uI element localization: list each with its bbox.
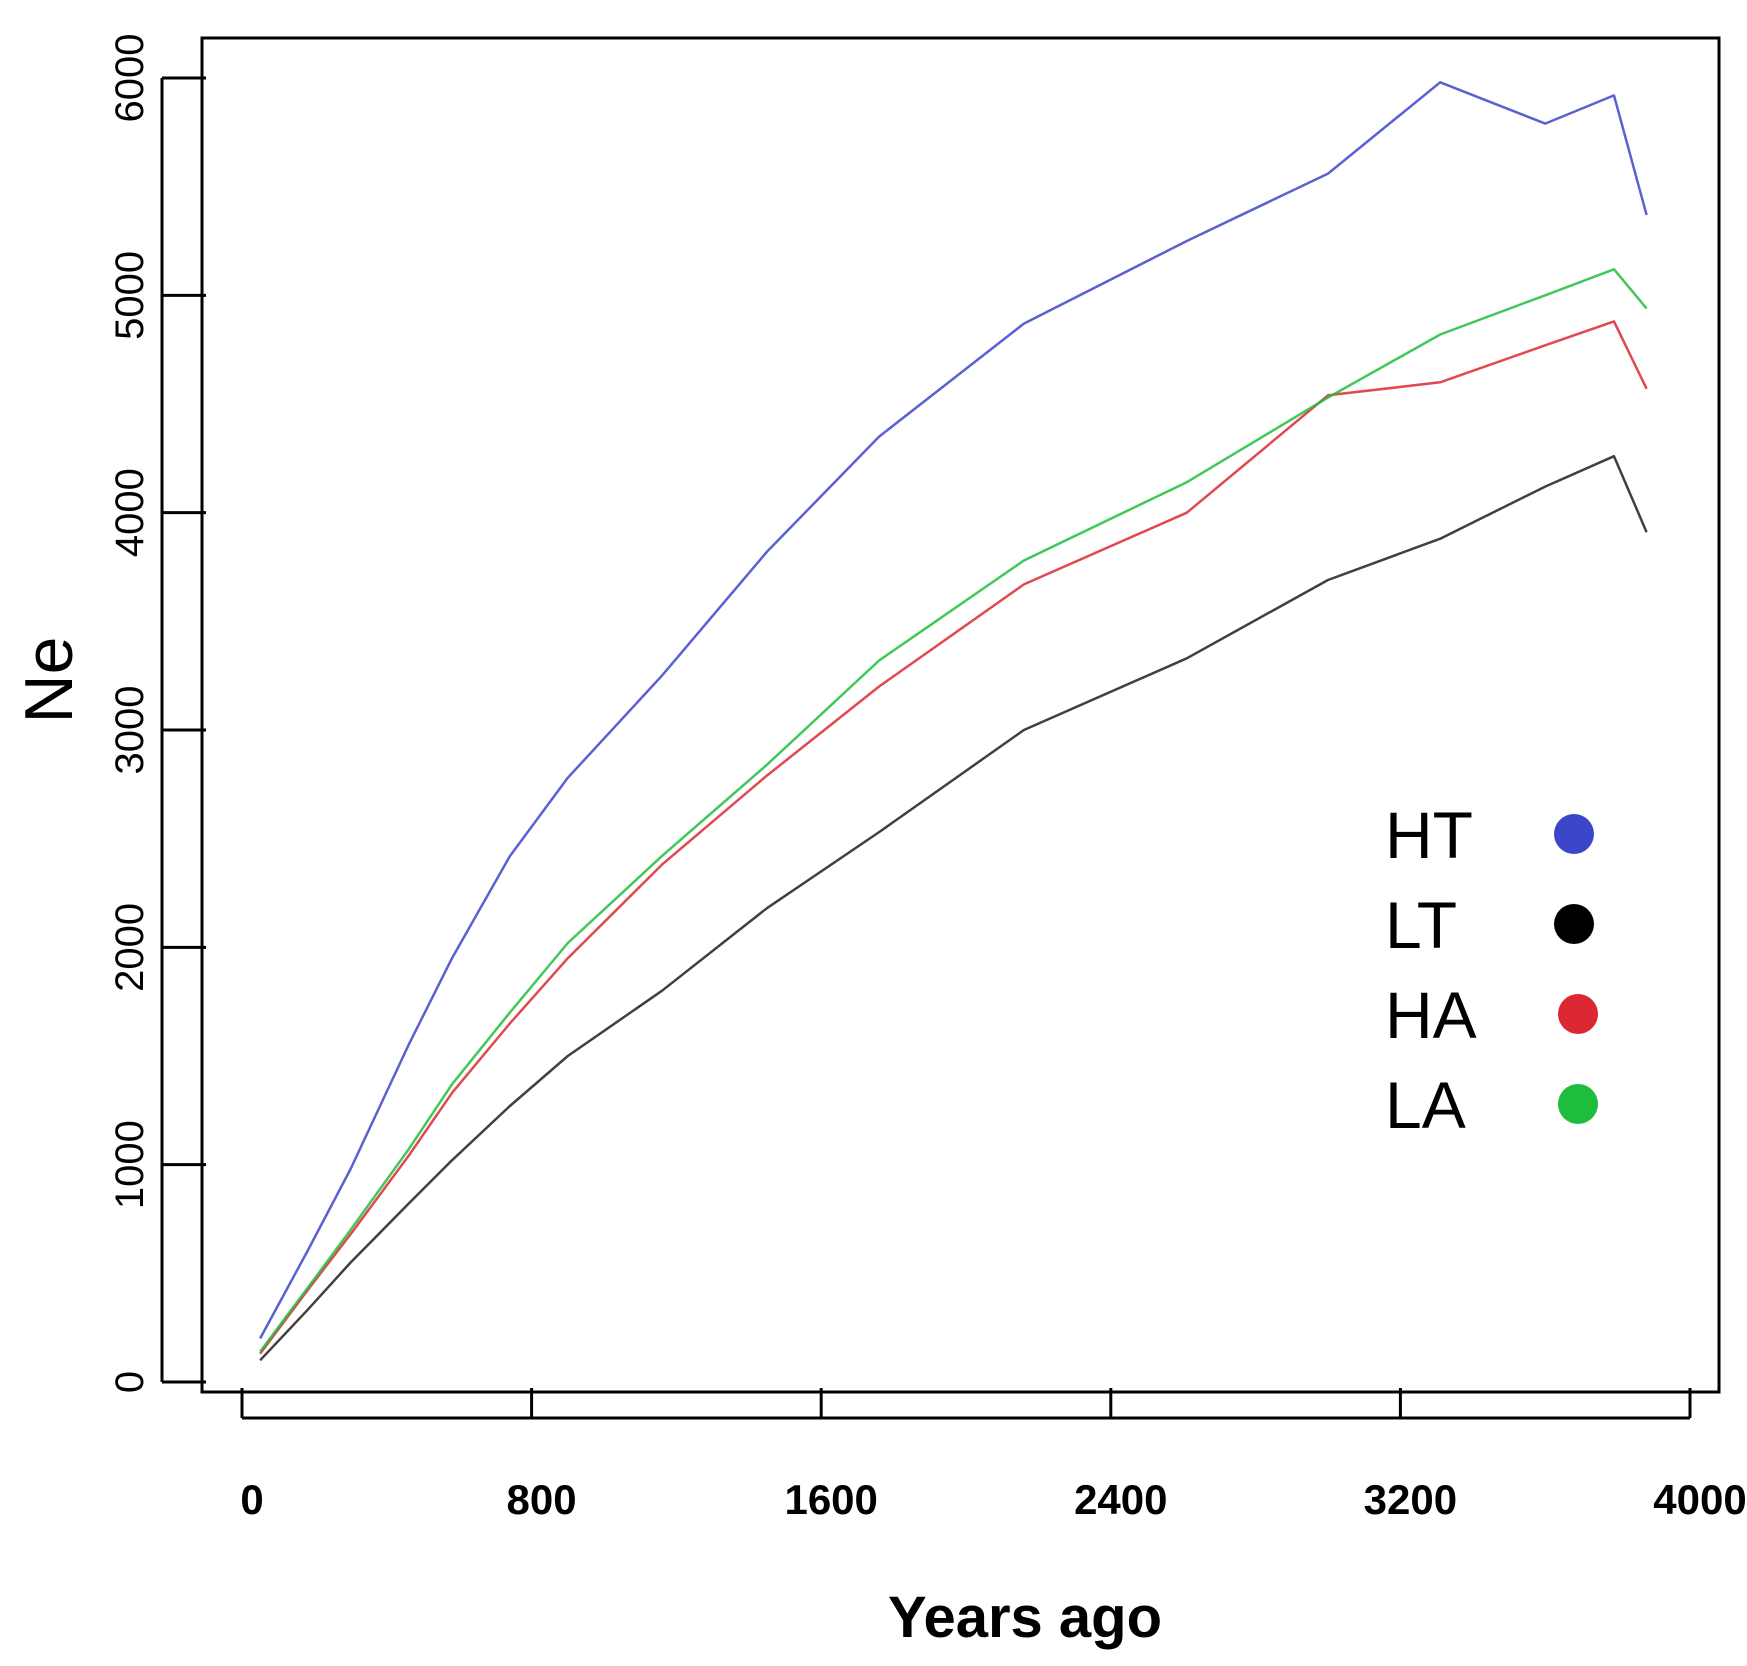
series-line-lt bbox=[259, 454, 1648, 1362]
y-tick-label: 0 bbox=[108, 1371, 152, 1393]
x-tick-label: 4000 bbox=[1653, 1476, 1746, 1523]
legend-marker-ht bbox=[1554, 814, 1594, 854]
series-lines bbox=[259, 81, 1648, 1362]
x-tick-label: 3200 bbox=[1364, 1476, 1457, 1523]
x-axis-ticks: 0 800 1600 2400 3200 4000 bbox=[240, 1388, 1747, 1523]
legend-label-lt: LT bbox=[1385, 888, 1457, 962]
y-tick-label: 6000 bbox=[108, 34, 152, 123]
legend-label-la: LA bbox=[1385, 1068, 1466, 1142]
y-tick-label: 1000 bbox=[108, 1120, 152, 1209]
legend-label-ha: HA bbox=[1385, 978, 1477, 1052]
x-tick-label: 2400 bbox=[1074, 1476, 1167, 1523]
x-tick-label: 1600 bbox=[784, 1476, 877, 1523]
x-tick-label: 800 bbox=[507, 1476, 577, 1523]
legend-marker-la bbox=[1558, 1084, 1598, 1124]
legend-marker-ha bbox=[1558, 994, 1598, 1034]
series-line-la bbox=[259, 268, 1648, 1353]
y-tick-label: 5000 bbox=[108, 251, 152, 340]
plot-area-frame bbox=[200, 36, 1721, 1394]
x-tick-label: 0 bbox=[240, 1476, 263, 1523]
y-tick-label: 2000 bbox=[108, 903, 152, 992]
y-tick-label: 4000 bbox=[108, 468, 152, 557]
y-axis-ticks: 0 1000 2000 3000 4000 5000 6000 bbox=[108, 34, 206, 1393]
y-tick-label: 3000 bbox=[108, 686, 152, 775]
legend-marker-lt bbox=[1554, 904, 1594, 944]
series-line-ht bbox=[259, 81, 1648, 1340]
x-axis-label: Years ago bbox=[888, 1585, 1162, 1650]
y-axis-label: Ne bbox=[11, 637, 87, 724]
legend-label-ht: HT bbox=[1385, 798, 1473, 872]
series-line-ha bbox=[259, 320, 1648, 1355]
legend: HT LT HA LA bbox=[1385, 798, 1598, 1142]
